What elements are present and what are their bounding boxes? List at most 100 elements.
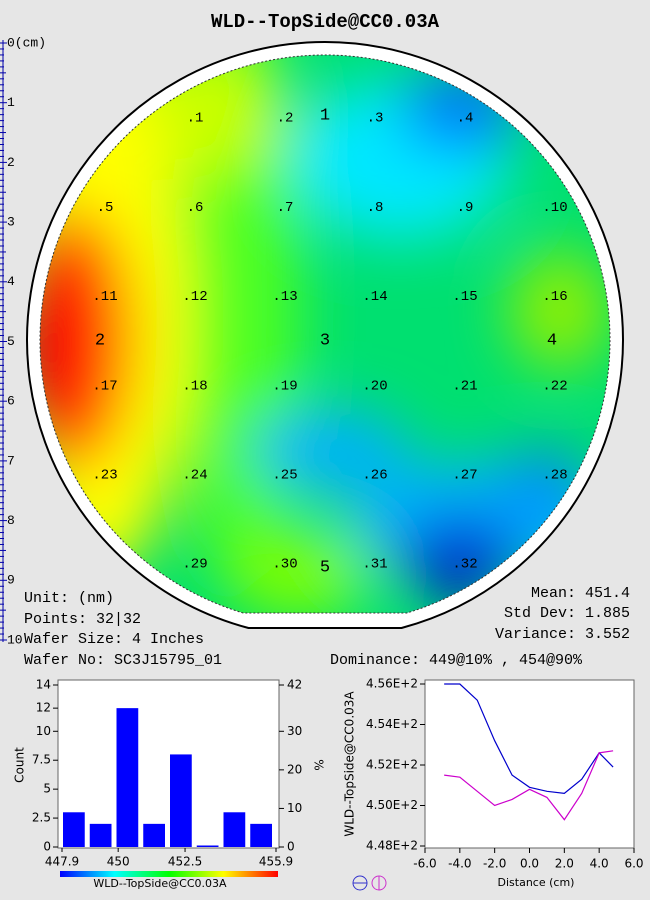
x-tick-label: 4.0: [590, 857, 609, 871]
point-label: .7: [277, 200, 294, 216]
point-label: .19: [272, 378, 297, 394]
point-label: .20: [362, 378, 387, 394]
point-label: .16: [542, 289, 567, 305]
point-label: .4: [457, 111, 474, 127]
profile-line: [444, 683, 614, 794]
wafer-no: Wafer No: SC3J15795_01: [24, 652, 222, 669]
point-label: .2: [277, 111, 294, 127]
ruler-label: 8: [7, 513, 15, 528]
bar: [63, 812, 85, 847]
x-tick-label: 0.0: [520, 857, 539, 871]
y2-axis-label: %: [312, 759, 326, 770]
dominance: Dominance: 449@10% , 454@90%: [330, 652, 583, 669]
y-axis-label: WLD--TopSide@CC0.03A: [343, 691, 357, 837]
point-label: .23: [92, 468, 117, 484]
site-label: 3: [320, 331, 330, 350]
ruler-label: 2: [7, 155, 15, 170]
site-label: 5: [320, 558, 330, 577]
point-label: .26: [362, 468, 387, 484]
mean: Mean: 451.4: [531, 585, 630, 602]
point-label: .3: [367, 111, 384, 127]
y-tick-label: 2.5: [32, 811, 51, 825]
y-tick-label: 12: [36, 701, 51, 715]
bar: [170, 754, 192, 847]
ruler-label: 3: [7, 215, 15, 230]
point-label: .13: [272, 289, 297, 305]
x-axis-label: WLD--TopSide@CC0.03A: [93, 877, 227, 890]
y-tick-label: 4.52E+2: [366, 758, 418, 772]
y-axis-label: Count: [13, 747, 27, 783]
bar: [89, 823, 112, 847]
point-label: .32: [452, 557, 477, 573]
bar: [223, 812, 246, 847]
y-tick-label: 4.54E+2: [366, 717, 418, 731]
histogram-area: [57, 679, 280, 849]
y2-tick-label: 30: [287, 724, 302, 738]
point-label: .10: [542, 200, 567, 216]
point-label: .6: [187, 200, 204, 216]
point-label: .5: [97, 200, 114, 216]
y-tick-label: 14: [36, 678, 51, 692]
ruler-label: 4: [7, 274, 15, 289]
wafer-size: Wafer Size: 4 Inches: [24, 631, 204, 648]
points: Points: 32|32: [24, 611, 141, 628]
x-tick-label: -4.0: [448, 857, 471, 871]
point-label: .22: [542, 378, 567, 394]
color-bar: [60, 871, 278, 877]
legend-icons: [352, 875, 387, 891]
point-label: .18: [182, 378, 207, 394]
ruler-label: 0(cm): [7, 35, 46, 50]
point-label: .9: [457, 200, 474, 216]
x-tick-label: 455.9: [259, 855, 293, 869]
point-label: .8: [367, 200, 384, 216]
point-label: .24: [182, 468, 207, 484]
y-tick-label: 10: [36, 724, 51, 738]
bar: [250, 823, 272, 847]
ruler-label: 10: [7, 632, 23, 647]
point-label: .11: [92, 289, 117, 305]
y-tick-label: 4.50E+2: [366, 798, 418, 812]
x-tick-label: 447.9: [45, 855, 79, 869]
x-tick-label: 450: [107, 855, 130, 869]
x-tick-label: -2.0: [483, 857, 506, 871]
bar: [116, 708, 139, 847]
point-label: .29: [182, 557, 207, 573]
y-tick-label: 4.56E+2: [366, 677, 418, 691]
site-label: 1: [320, 106, 330, 125]
y2-tick-label: 42: [287, 678, 302, 692]
point-label: .25: [272, 468, 297, 484]
unit: Unit: (nm): [24, 590, 114, 607]
point-label: .14: [362, 289, 387, 305]
site-label: 2: [95, 331, 105, 350]
ruler-label: 7: [7, 453, 15, 468]
point-label: .15: [452, 289, 477, 305]
x-axis-label: Distance (cm): [498, 876, 575, 889]
profile-line: [444, 750, 614, 821]
site-label: 4: [547, 331, 557, 350]
bar: [196, 845, 219, 847]
y2-tick-label: 10: [287, 801, 302, 815]
title: WLD--TopSide@CC0.03A: [211, 11, 440, 33]
point-label: .17: [92, 378, 117, 394]
x-tick-label: -6.0: [413, 857, 436, 871]
y2-tick-label: 20: [287, 762, 302, 776]
point-label: .27: [452, 468, 477, 484]
point-label: .1: [187, 111, 204, 127]
profile-area: [424, 679, 635, 849]
std-dev: Std Dev: 1.885: [504, 605, 630, 622]
y-tick-label: 5: [43, 782, 51, 796]
y-tick-label: 4.48E+2: [366, 839, 418, 853]
y-tick-label: 7.5: [32, 753, 51, 767]
ruler-label: 1: [7, 95, 15, 110]
point-label: .12: [182, 289, 207, 305]
x-tick-label: 6.0: [624, 857, 643, 871]
bar: [143, 823, 165, 847]
point-label: .21: [452, 378, 477, 394]
x-tick-label: 2.0: [555, 857, 574, 871]
point-label: .30: [272, 557, 297, 573]
variance: Variance: 3.552: [495, 626, 630, 643]
point-label: .28: [542, 468, 567, 484]
point-label: .31: [362, 557, 387, 573]
y2-tick-label: 0: [287, 840, 295, 854]
